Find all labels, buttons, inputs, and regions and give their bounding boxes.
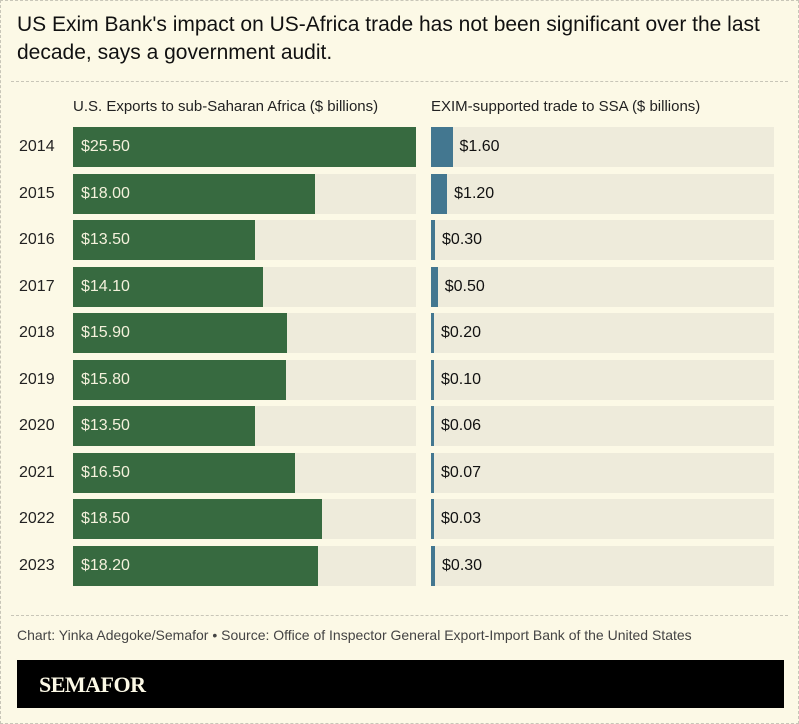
value-label: $25.50	[81, 138, 130, 155]
bar-track: $0.50	[431, 266, 774, 307]
value-label: $15.80	[81, 370, 130, 388]
bar-track: $0.07	[431, 452, 774, 493]
semafor-logo: SEMAFOR	[39, 672, 146, 697]
bar-track: $0.06	[431, 406, 774, 447]
left-column-header: U.S. Exports to sub-Saharan Africa ($ bi…	[73, 98, 379, 115]
exim-bar	[431, 313, 434, 354]
bar-track: $0.30	[431, 220, 774, 261]
bar-track: $15.90	[73, 313, 416, 354]
exports-bar	[73, 220, 255, 261]
exports-bar	[73, 359, 286, 400]
exim-bar	[431, 499, 434, 540]
exports-bar	[73, 406, 255, 447]
value-label: $0.07	[441, 463, 482, 481]
exim-bar	[431, 452, 434, 493]
value-label: $0.10	[441, 370, 482, 388]
bar-track: $13.50	[73, 406, 416, 447]
value-label: $13.50	[81, 231, 130, 249]
exim-bar	[431, 220, 436, 261]
year-label: 2023	[19, 556, 55, 574]
value-label: $0.06	[441, 417, 482, 435]
exim-bar	[431, 127, 453, 167]
exports-bar	[73, 452, 295, 493]
value-label: $18.00	[81, 184, 130, 202]
value-label: $0.20	[441, 324, 482, 342]
exports-bar	[73, 173, 316, 214]
value-label: $18.20	[81, 556, 130, 574]
exports-bar	[73, 313, 287, 354]
value-label: $1.60	[459, 138, 500, 155]
divider	[11, 81, 788, 82]
bar-track: $1.20	[431, 173, 774, 214]
bar-track: $18.00	[73, 173, 416, 214]
year-label: 2016	[19, 231, 55, 249]
year-label: 2014	[19, 138, 55, 155]
bar-track: $0.03	[431, 499, 774, 540]
exports-bar	[73, 499, 322, 540]
value-label: $0.03	[441, 510, 482, 528]
chart-title: US Exim Bank's impact on US-Africa trade…	[17, 13, 760, 64]
year-label: 2018	[19, 324, 55, 342]
bar-track: $15.80	[73, 359, 416, 400]
exports-bar	[73, 266, 263, 307]
bar-track: $13.50	[73, 220, 416, 261]
value-label: $0.30	[442, 231, 483, 249]
exports-bar	[73, 127, 416, 167]
year-label: 2022	[19, 510, 55, 528]
year-label: 2015	[19, 184, 55, 202]
year-label: 2021	[19, 463, 55, 481]
exim-bar	[431, 359, 434, 400]
bar-track: $16.50	[73, 452, 416, 493]
exim-bar	[431, 545, 436, 586]
footer-bar: SEMAFOR	[17, 660, 784, 708]
value-label: $16.50	[81, 463, 130, 481]
year-label: 2017	[19, 277, 55, 295]
year-label: 2019	[19, 370, 55, 388]
bar-track: $0.30	[431, 545, 774, 586]
value-label: $0.50	[444, 277, 485, 295]
value-label: $14.10	[81, 277, 130, 295]
value-label: $13.50	[81, 417, 130, 435]
bar-track: $1.60	[431, 127, 774, 167]
value-label: $1.20	[454, 184, 495, 202]
bar-track: $25.50	[73, 127, 416, 167]
exim-bar	[431, 173, 448, 214]
value-label: $15.90	[81, 324, 130, 342]
right-column-header: EXIM-supported trade to SSA ($ billions)	[431, 98, 701, 115]
exim-bar	[431, 406, 434, 447]
bar-track: $0.10	[431, 359, 774, 400]
exim-bar	[431, 266, 438, 307]
source-note: Chart: Yinka Adegoke/Semafor • Source: O…	[17, 627, 692, 643]
year-label: 2020	[19, 417, 55, 435]
bar-track: $14.10	[73, 266, 416, 307]
bar-track: $18.50	[73, 499, 416, 540]
value-label: $0.30	[442, 556, 483, 574]
exports-bar	[73, 545, 318, 586]
value-label: $18.50	[81, 510, 130, 528]
bar-track: $0.20	[431, 313, 774, 354]
bar-track: $18.20	[73, 545, 416, 586]
divider	[11, 615, 788, 616]
